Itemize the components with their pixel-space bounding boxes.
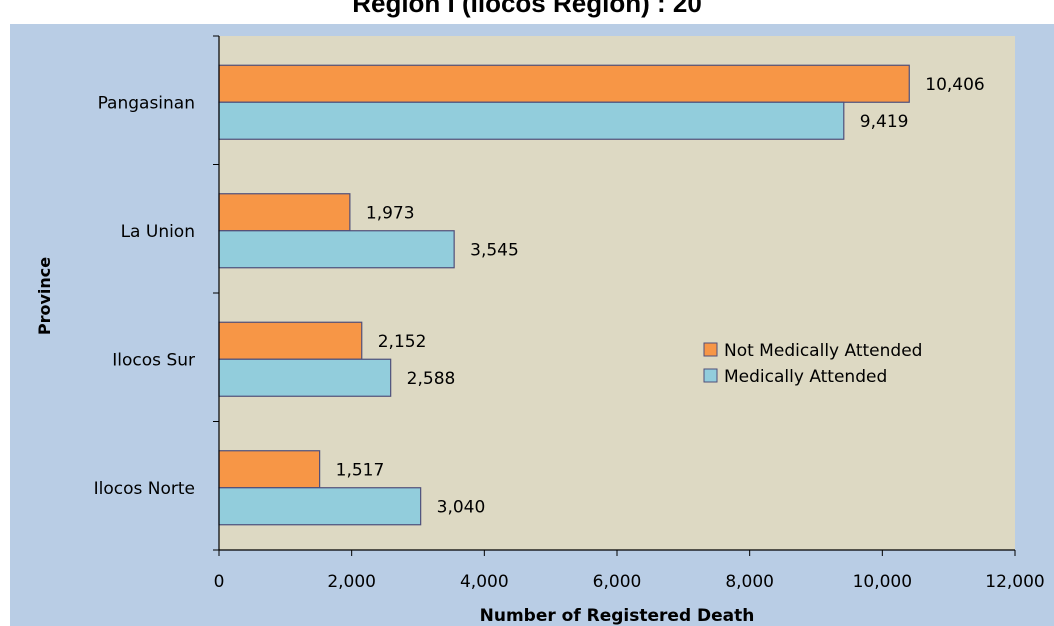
- bar: [218, 487, 422, 526]
- legend-label: Not Medically Attended: [724, 341, 922, 361]
- category-label: Pangasinan: [98, 93, 195, 113]
- data-label: 10,406: [925, 75, 984, 95]
- category-label: Ilocos Norte: [94, 479, 195, 499]
- chart-title: Region I (Ilocos Region) : 20: [352, 0, 702, 18]
- data-label: 3,040: [437, 497, 486, 517]
- x-tick-label: 0: [214, 572, 225, 592]
- data-label: 1,517: [336, 460, 385, 480]
- legend-swatch: [703, 368, 718, 383]
- axes-group: Pangasinan La Union Ilocos Sur Ilocos Norte…: [94, 35, 1045, 592]
- data-label: 2,152: [378, 332, 427, 352]
- category-label: La Union: [121, 222, 195, 242]
- bar: [218, 230, 455, 269]
- data-labels-group: 10,406 9,419 1,973 3,545 2,152 2,588 1,517 3,04…: [336, 75, 985, 518]
- data-label: 3,545: [470, 240, 519, 260]
- x-tick-label: 10,000: [853, 572, 912, 592]
- x-tick-label: 4,000: [460, 572, 509, 592]
- data-label: 2,588: [407, 369, 456, 389]
- bar: [218, 358, 392, 397]
- bar: [218, 64, 910, 103]
- x-tick-label: 6,000: [593, 572, 642, 592]
- bar: [218, 193, 351, 232]
- bar: [218, 101, 845, 140]
- y-axis-title: Province: [35, 257, 54, 335]
- data-label: 9,419: [860, 112, 909, 132]
- x-tick-label: 12,000: [985, 572, 1044, 592]
- bar: [218, 321, 363, 360]
- bars-group: [218, 64, 910, 526]
- data-label: 1,973: [366, 203, 415, 223]
- x-tick-label: 8,000: [725, 572, 774, 592]
- x-tick-label: 2,000: [327, 572, 376, 592]
- category-label: Ilocos Sur: [112, 350, 195, 370]
- x-axis-title: Number of Registered Death: [480, 606, 755, 626]
- bar: [218, 450, 321, 489]
- legend-swatch: [703, 342, 718, 357]
- legend-label: Medically Attended: [724, 367, 887, 387]
- legend: Not Medically Attended Medically Attended: [703, 341, 922, 387]
